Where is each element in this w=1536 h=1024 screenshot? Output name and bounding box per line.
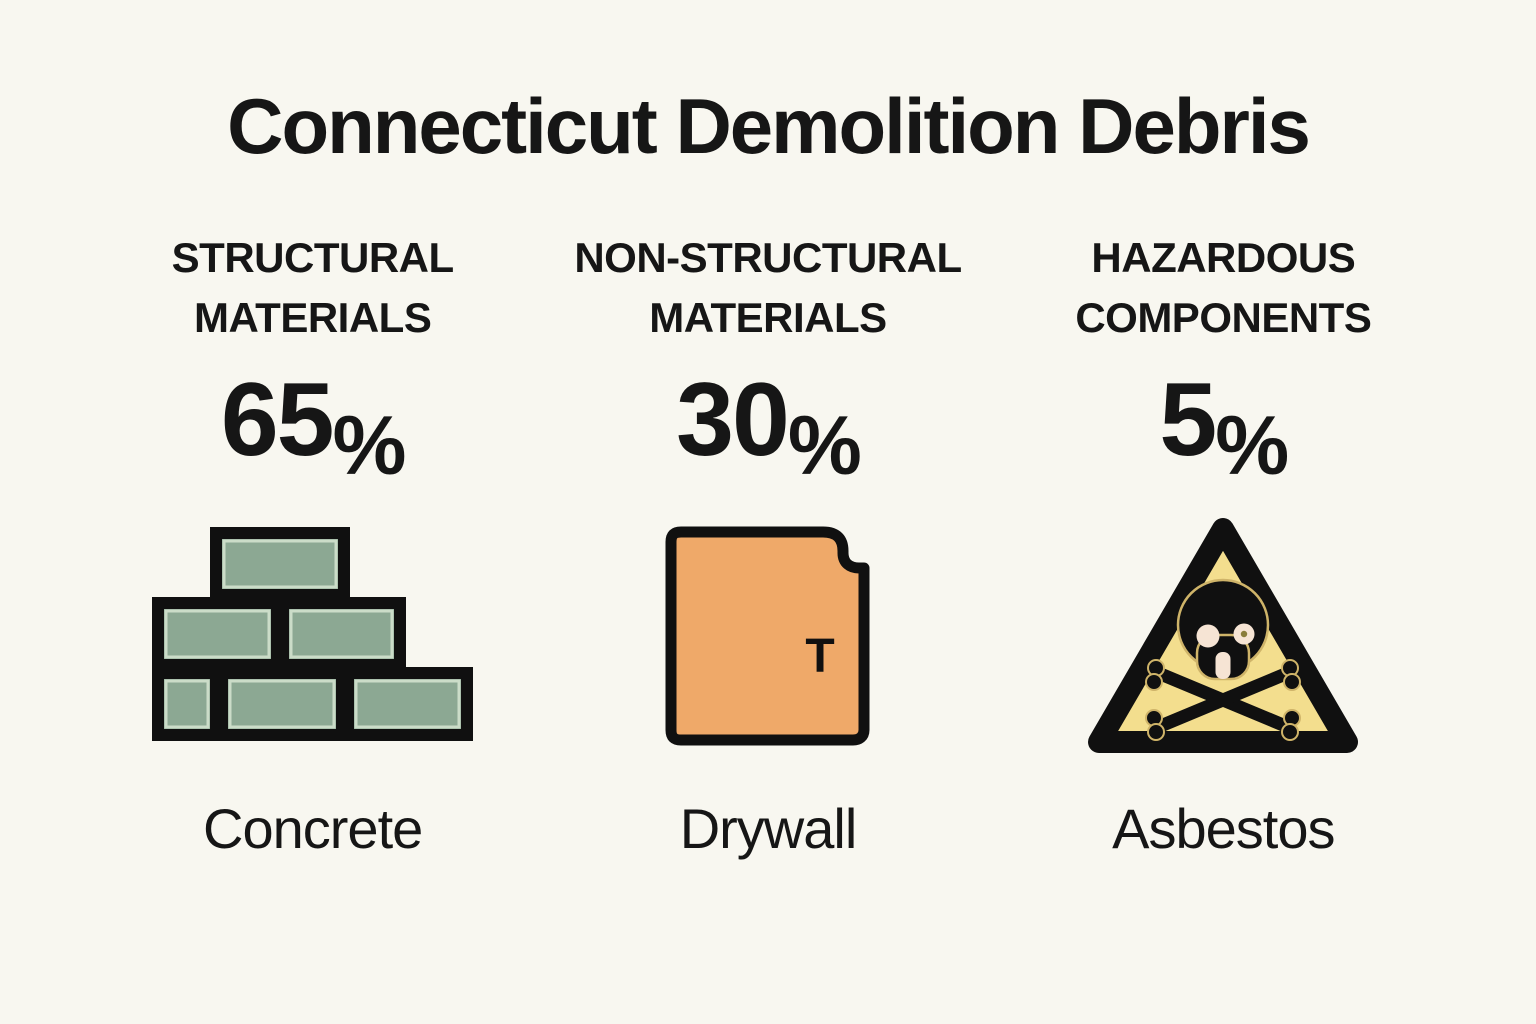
column-header: STRUCTURAL MATERIALS — [171, 233, 454, 341]
percent-number: 65 — [220, 361, 335, 478]
stat-columns: STRUCTURAL MATERIALS 65% — [0, 228, 1536, 861]
drywall-letter: T — [806, 630, 835, 683]
drywall-panel-icon: T — [665, 526, 870, 746]
percent-sign: % — [332, 399, 407, 493]
percent-value: 5% — [1159, 361, 1289, 493]
material-label: Asbestos — [1112, 796, 1335, 860]
material-label: Concrete — [203, 796, 423, 860]
column-header: HAZARDOUS COMPONENTS — [1075, 233, 1372, 341]
column-hazardous-components: HAZARDOUS COMPONENTS 5% — [996, 228, 1451, 861]
column-non-structural-materials: NON-STRUCTURAL MATERIALS 30% T Drywall — [540, 228, 995, 861]
hazard-skull-icon — [1088, 518, 1359, 754]
icon-slot — [1083, 512, 1363, 760]
material-label: Drywall — [679, 796, 858, 860]
page-title: Connecticut Demolition Debris — [227, 82, 1311, 170]
icon-slot — [151, 512, 474, 760]
column-structural-materials: STRUCTURAL MATERIALS 65% — [85, 228, 540, 861]
icon-slot: T — [665, 512, 870, 760]
percent-number: 30 — [676, 361, 790, 478]
percent-sign: % — [1215, 399, 1289, 493]
percent-sign: % — [787, 399, 862, 493]
percent-value: 30% — [676, 361, 862, 493]
percent-number: 5 — [1159, 361, 1217, 478]
column-header: NON-STRUCTURAL MATERIALS — [574, 233, 962, 341]
concrete-bricks-icon — [151, 526, 473, 741]
percent-value: 65% — [220, 361, 407, 493]
